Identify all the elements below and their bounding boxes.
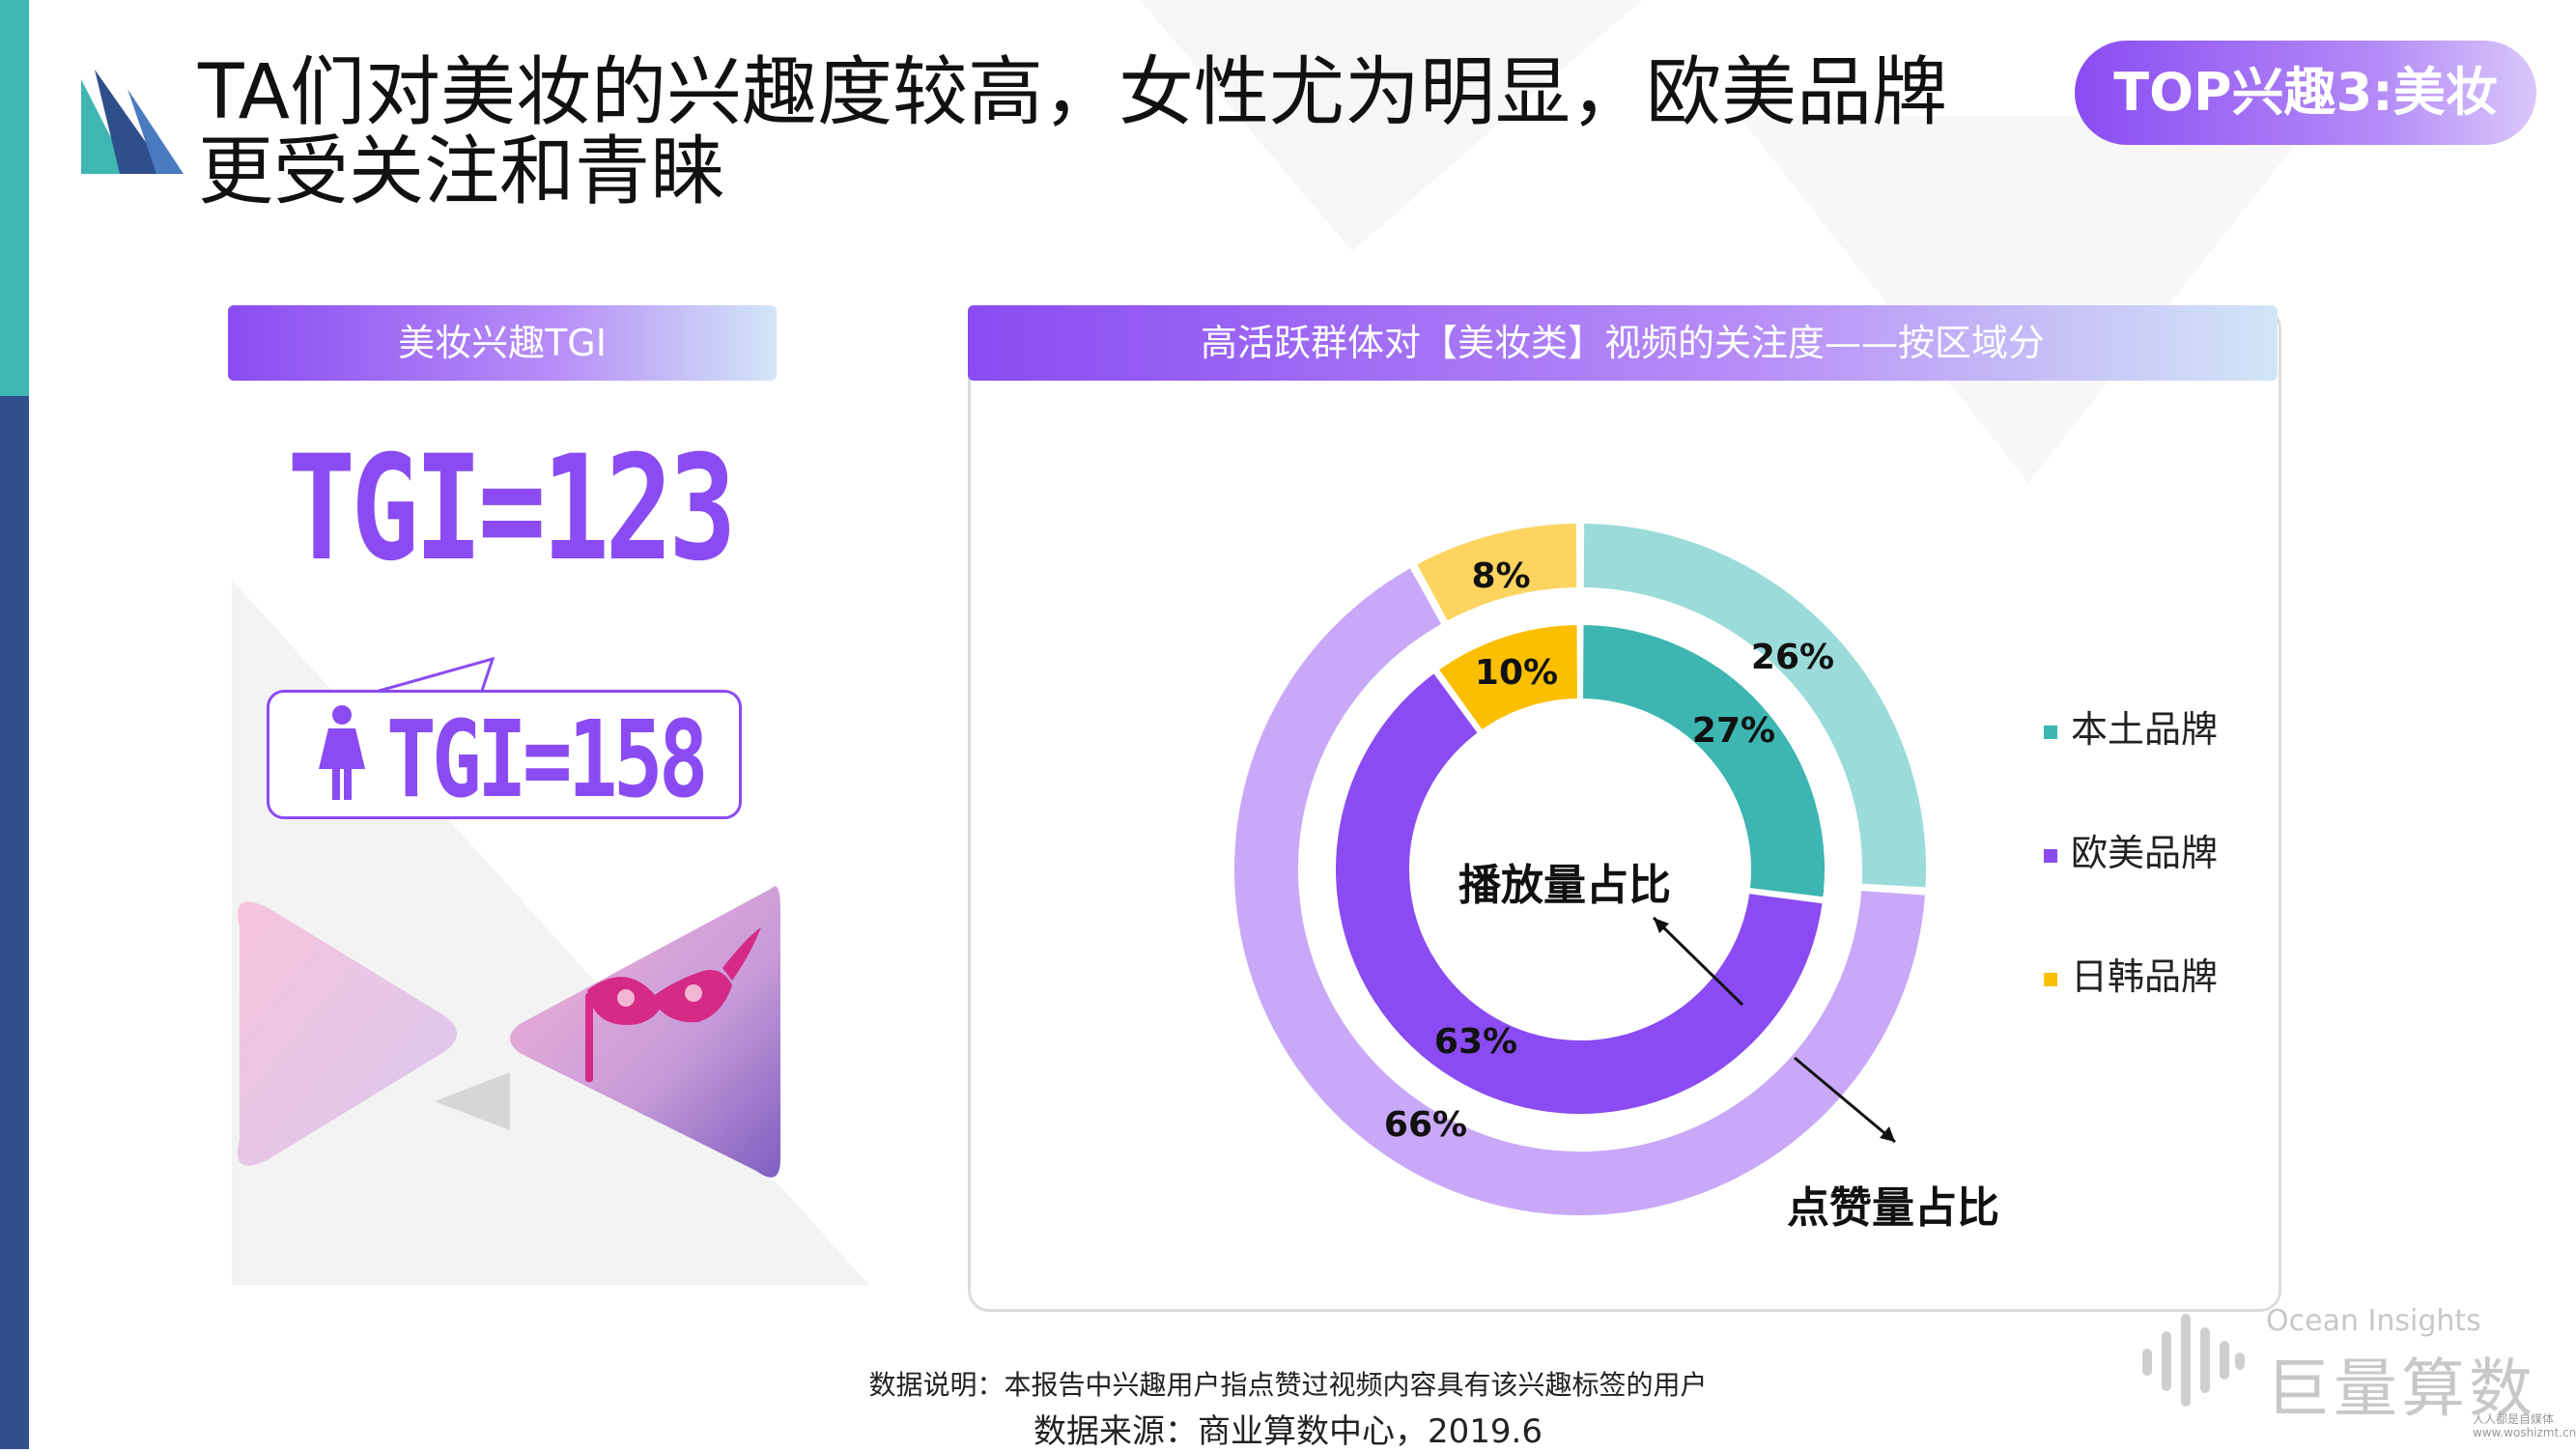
outer-slice-jpkr [1411,519,1581,626]
legend-item-western: 欧美品牌 [2044,823,2218,876]
watermark-line1: 人人都是自媒体 [2473,1412,2555,1426]
inner-label-local: 27% [1692,711,1775,751]
outer-ring [1231,519,1930,1219]
chart-title: 高活跃群体对【美妆类】视频的关注度——按区域分 [968,305,2278,381]
speech-bubble-tail [368,657,495,696]
outer-label-local: 26% [1751,638,1834,677]
outer-label-western: 66% [1384,1105,1467,1145]
inner-series-arrow [1652,916,1744,1007]
carnival-mask-icon [585,927,761,1082]
report-logo-icon [81,70,184,174]
site-watermark: 人人都是自媒体 www.woshizmt.cn [2473,1412,2576,1439]
legend-swatch-western [2044,848,2057,863]
brand-name-cn: 巨量算数 [2266,1352,2536,1426]
accent-bar-teal [0,0,29,396]
legend-label-local: 本土品牌 [2071,708,2219,751]
inner-arrow-head [1654,918,1669,933]
outer-slice-local [1579,519,1930,892]
page-title: TA们对美妆的兴趣度较高，女性尤为明显，欧美品牌 更受关注和青睐 [198,53,2081,212]
outer-slice-western [1231,562,1930,1219]
watermark-line2: www.woshizmt.cn [2473,1426,2576,1439]
tgi-overall-value: TGI=123 [287,425,737,593]
data-labels: 27% 63% 10% 26% 66% 8% [1384,556,1834,1145]
legend-swatch-jpkr [2044,972,2057,986]
inner-label-western: 63% [1434,1022,1517,1062]
page-title-line1: TA们对美妆的兴趣度较高，女性尤为明显，欧美品牌 [198,49,1947,136]
page-title-line2: 更受关注和青睐 [198,128,726,215]
brand-name-en: Ocean Insights [2266,1304,2481,1338]
outer-label-jpkr: 8% [1471,556,1530,596]
inner-slice-local [1579,620,1828,901]
inner-label-jpkr: 10% [1475,653,1558,693]
legend-label-jpkr: 日韩品牌 [2071,955,2219,998]
legend-item-local: 本土品牌 [2044,699,2218,753]
inner-slice-western [1331,668,1827,1118]
outer-series-arrow [1794,1056,1896,1144]
top-interest-badge: TOP兴趣3:美妆 [2075,41,2536,145]
play-triangles-decoration [238,886,780,1178]
inner-series-label: 播放量占比 [1458,861,1671,910]
accent-bar-navy [0,396,29,1449]
data-note: 数据说明：本报告中兴趣用户指点赞过视频内容具有该兴趣标签的用户 [868,1369,1708,1401]
tgi-female-value: TGI=158 [386,698,709,821]
tgi-panel-header: 美妆兴趣TGI [228,305,777,381]
outer-series-label: 点赞量占比 [1787,1183,1999,1233]
inner-slice-jpkr [1433,620,1581,735]
legend-swatch-local [2044,725,2057,739]
sound-bars-logo-icon [2142,1314,2245,1407]
legend-label-western: 欧美品牌 [2071,832,2219,874]
outer-arrow-head [1880,1126,1895,1142]
data-source: 数据来源：商业算数中心，2019.6 [1033,1412,1543,1451]
legend-item-jpkr: 日韩品牌 [2044,947,2218,1000]
female-icon [319,705,365,800]
inner-ring [1331,620,1828,1118]
